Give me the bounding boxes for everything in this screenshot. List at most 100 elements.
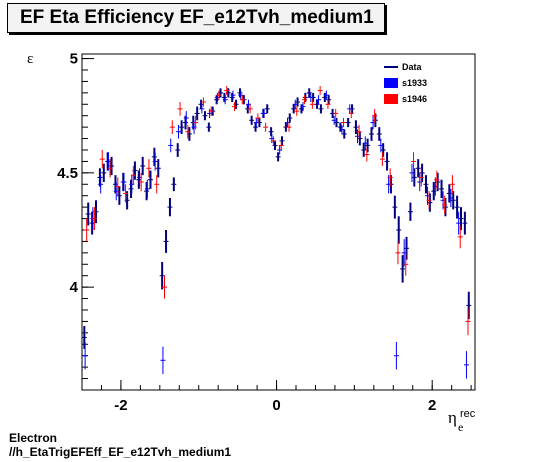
x-axis-label-main: η: [448, 408, 457, 427]
legend-label: s1946: [402, 94, 427, 104]
data-point: [294, 106, 300, 116]
data-point: [356, 124, 362, 139]
data-point: [345, 118, 351, 128]
data-point: [400, 255, 406, 283]
footer-category: Electron: [9, 431, 58, 445]
data-point: [457, 225, 463, 249]
data-point: [353, 120, 359, 134]
data-point: [169, 120, 175, 134]
data-point: [339, 124, 345, 134]
data-point: [341, 129, 347, 139]
data-point: [404, 236, 410, 260]
data-point: [214, 95, 220, 105]
data-point: [263, 122, 269, 132]
data-point: [159, 262, 165, 290]
data-point: [295, 97, 301, 107]
data-point: [378, 138, 384, 153]
data-point: [423, 175, 429, 194]
data-point: [91, 207, 97, 230]
data-point: [89, 211, 95, 235]
data-point: [155, 159, 161, 178]
data-point: [462, 211, 468, 235]
data-point: [275, 152, 281, 162]
data-point: [403, 252, 409, 276]
data-point: [348, 108, 354, 118]
data-point: [418, 168, 424, 187]
series-Data: [81, 88, 472, 349]
x-axis-label-sub: e: [458, 420, 463, 434]
data-point: [415, 159, 421, 178]
data-point: [456, 211, 462, 235]
legend-label: Data: [402, 62, 423, 72]
data-point: [392, 195, 398, 219]
data-point: [434, 170, 440, 189]
data-point: [229, 92, 235, 102]
data-point: [147, 170, 153, 189]
data-point: [255, 113, 261, 123]
data-point: [101, 163, 107, 182]
data-point: [183, 111, 189, 125]
data-point: [261, 108, 267, 118]
data-point: [144, 182, 150, 201]
data-point: [395, 241, 401, 265]
data-point: [167, 198, 173, 217]
data-point: [396, 216, 402, 244]
data-point: [193, 115, 199, 130]
legend-swatch: [384, 78, 398, 88]
data-point: [230, 90, 236, 100]
data-point: [264, 104, 270, 114]
data-point: [458, 207, 464, 230]
data-point: [309, 99, 315, 109]
data-point: [384, 152, 390, 171]
series-layer: [81, 86, 472, 379]
data-point: [411, 168, 417, 187]
data-point: [168, 138, 174, 153]
data-point: [302, 92, 308, 102]
data-point: [161, 275, 167, 299]
data-point: [368, 127, 374, 141]
data-point: [140, 156, 146, 176]
data-point: [316, 95, 322, 105]
data-point: [98, 175, 104, 194]
data-point: [465, 307, 471, 336]
data-point: [115, 177, 121, 196]
legend-entry: s1946: [384, 94, 427, 104]
data-point: [200, 97, 206, 107]
data-point: [237, 88, 243, 98]
y-tick-label: 5: [70, 51, 78, 68]
data-point: [331, 115, 337, 125]
data-point: [152, 152, 158, 171]
data-point: [130, 166, 136, 185]
data-point: [224, 86, 230, 96]
data-point: [409, 163, 415, 182]
data-point: [387, 168, 393, 187]
data-point: [419, 163, 425, 182]
data-point: [270, 136, 276, 146]
data-point: [454, 195, 460, 219]
data-point: [249, 115, 255, 125]
data-point: [393, 342, 399, 370]
data-point: [144, 179, 150, 198]
x-axis-label-sup: rec: [460, 408, 476, 420]
data-point: [136, 170, 142, 189]
data-point: [123, 184, 129, 203]
data-point: [160, 346, 166, 374]
data-point: [253, 122, 259, 132]
legend-swatch: [384, 94, 398, 104]
legend-label: s1933: [402, 78, 427, 88]
data-point: [85, 202, 91, 226]
data-point: [206, 122, 212, 132]
data-point: [427, 193, 433, 212]
data-point: [185, 124, 191, 139]
chart-title: EF Eta Efficiency EF_e12Tvh_medium1: [7, 3, 385, 33]
data-point: [308, 92, 314, 102]
data-point: [292, 99, 298, 109]
data-point: [333, 108, 339, 118]
data-point: [82, 342, 88, 370]
data-point: [364, 147, 370, 162]
data-point: [318, 104, 324, 114]
x-tick-label: 2: [428, 397, 436, 414]
data-point: [323, 90, 329, 100]
x-tick-label: 0: [272, 397, 280, 414]
